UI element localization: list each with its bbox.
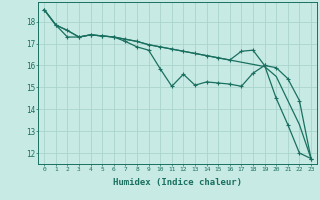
- X-axis label: Humidex (Indice chaleur): Humidex (Indice chaleur): [113, 178, 242, 187]
